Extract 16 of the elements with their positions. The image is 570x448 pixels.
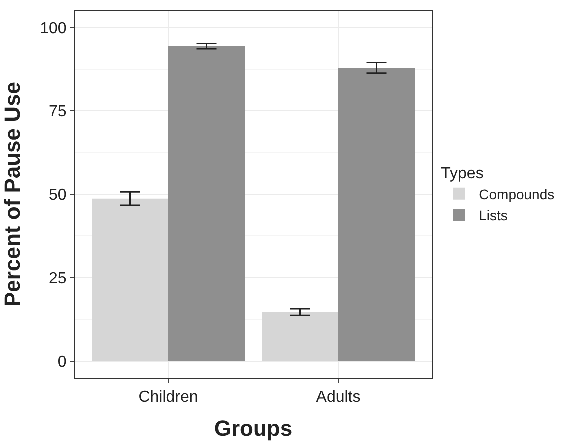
- legend-label: Compounds: [479, 186, 555, 202]
- bar: [168, 46, 245, 362]
- legend-label: Lists: [479, 208, 508, 224]
- x-tick-label: Adults: [316, 389, 361, 406]
- legend-title: Types: [441, 165, 484, 182]
- y-tick-label: 50: [49, 187, 67, 204]
- y-axis-title: Percent of Pause Use: [0, 82, 25, 307]
- x-axis-title: Groups: [214, 416, 293, 442]
- x-tick-label: Children: [138, 389, 198, 406]
- y-tick-label: 100: [40, 20, 67, 38]
- y-tick-label: 75: [49, 104, 67, 121]
- bar: [92, 198, 168, 362]
- y-tick-label: 25: [49, 270, 67, 288]
- bar: [338, 68, 415, 362]
- bar: [262, 312, 338, 362]
- y-tick-label: 0: [58, 354, 67, 371]
